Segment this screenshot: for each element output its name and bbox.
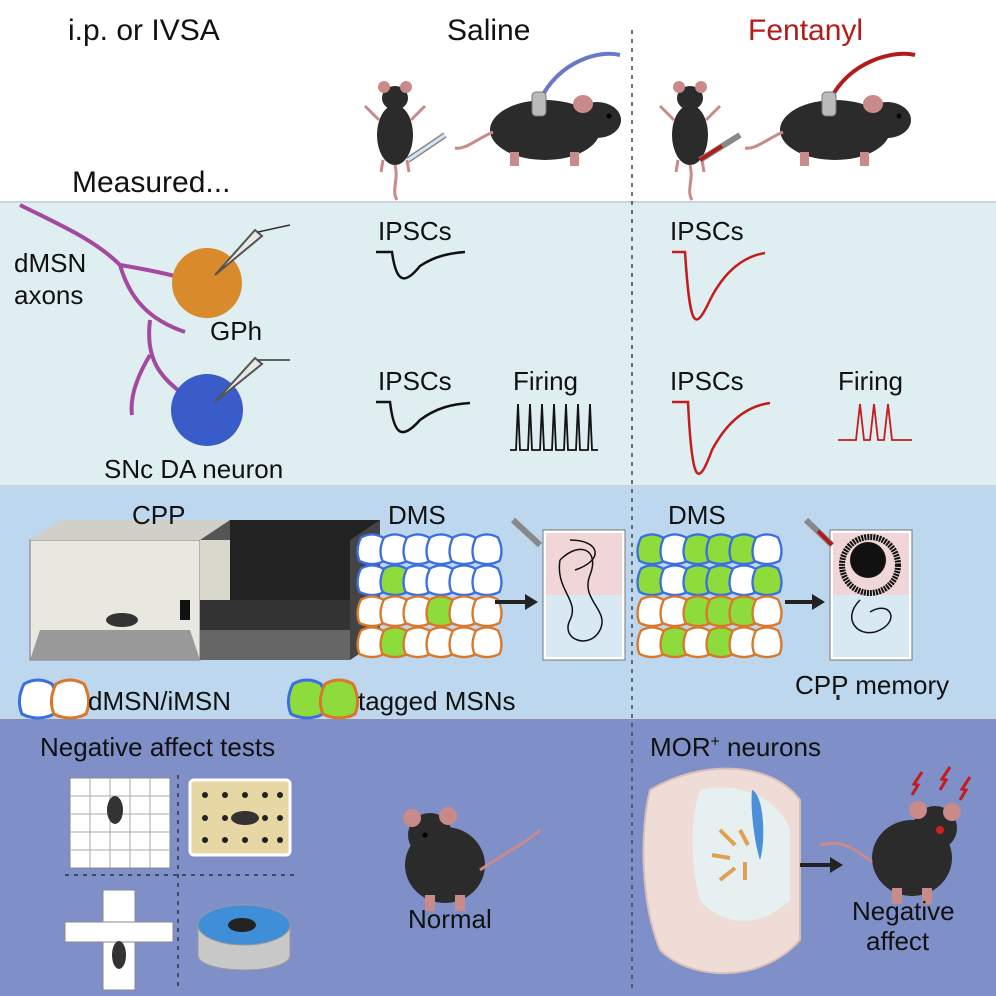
measured-label: Measured... <box>72 166 231 199</box>
snc-label: SNc DA neuron <box>104 454 284 484</box>
saline-heading: Saline <box>447 14 531 47</box>
negative-affect-label-1: Negative <box>852 896 955 926</box>
fentanyl-catheter <box>828 51 916 101</box>
route-label: i.p. or IVSA <box>68 14 220 47</box>
saline-dms-label: DMS <box>388 500 446 530</box>
fentanyl-ipsc-label-2: IPSCs <box>670 366 744 396</box>
plus-maze-test <box>64 889 174 991</box>
msn-cell <box>751 595 783 628</box>
saline-snc-ipsc-trace <box>376 400 471 434</box>
distress-icon-2 <box>938 766 952 791</box>
mor-neuron-marks <box>711 828 750 882</box>
negative-tests-label: Negative affect tests <box>40 732 276 762</box>
gph-pipette <box>214 228 264 276</box>
fentanyl-firing-trace <box>838 403 912 441</box>
msn-cell <box>751 533 783 566</box>
msn-cell <box>751 626 783 659</box>
saline-catheter <box>538 51 621 101</box>
fentanyl-snc-ipsc-trace <box>672 400 771 475</box>
fentanyl-ipsc-label-1: IPSCs <box>670 216 744 246</box>
lateral-ventricle <box>751 790 764 860</box>
msn-cell <box>471 533 503 566</box>
saline-ipsc-label-1: IPSCs <box>378 216 452 246</box>
saline-track-panel <box>542 529 626 661</box>
tagged-msn-cell <box>751 564 783 597</box>
dmsn-axon-4 <box>129 353 152 416</box>
negative-affect-mouse <box>819 801 961 904</box>
gph-label: GPh <box>210 316 263 346</box>
fentanyl-dms-label: DMS <box>668 500 726 530</box>
saline-gph-ipsc-trace <box>376 250 466 280</box>
brain-slice <box>642 767 801 975</box>
legend-tagged-label: tagged MSNs <box>358 686 516 716</box>
msn-cell <box>471 626 503 659</box>
fentanyl-track-panel <box>829 529 913 661</box>
cpp-mouse <box>106 613 138 627</box>
dmsn-axon-2 <box>118 264 186 334</box>
negative-affect-label-2: affect <box>866 926 930 956</box>
mor-neurons-label: MOR+ neurons <box>650 732 821 762</box>
legend-tagged-imsn-icon <box>318 678 360 720</box>
cpp-memory-label: CPP memory <box>795 670 950 700</box>
normal-label: Normal <box>408 904 492 934</box>
cpp-label: CPP <box>132 500 186 530</box>
fentanyl-firing-label: Firing <box>838 366 904 396</box>
normal-mouse <box>403 807 542 911</box>
saline-firing-label: Firing <box>513 366 579 396</box>
legend-msn-label: dMSN/iMSN <box>88 686 232 716</box>
fentanyl-gph-ipsc-trace <box>672 250 766 321</box>
open-field-test <box>69 777 171 869</box>
distress-icon-3 <box>958 776 972 801</box>
distress-icon-1 <box>910 771 924 796</box>
dmsn-axons-label-1: dMSN <box>14 248 87 278</box>
fentanyl-ip-mouse <box>658 79 722 202</box>
ephys-band <box>0 203 996 485</box>
legend-imsn-icon <box>49 678 91 720</box>
snc-pipette <box>214 356 264 403</box>
saline-cpp-syringe-icon <box>510 517 543 548</box>
fentanyl-heading: Fentanyl <box>748 14 864 47</box>
hole-board-test <box>188 778 292 857</box>
saline-firing-trace <box>510 403 598 451</box>
saline-ipsc-label-2: IPSCs <box>378 366 452 396</box>
dmsn-axons-label-2: axons <box>14 280 84 310</box>
cpp-apparatus <box>29 520 380 661</box>
msn-cell <box>471 564 503 597</box>
saline-ip-mouse <box>363 79 427 202</box>
forced-swim-test <box>197 904 291 971</box>
